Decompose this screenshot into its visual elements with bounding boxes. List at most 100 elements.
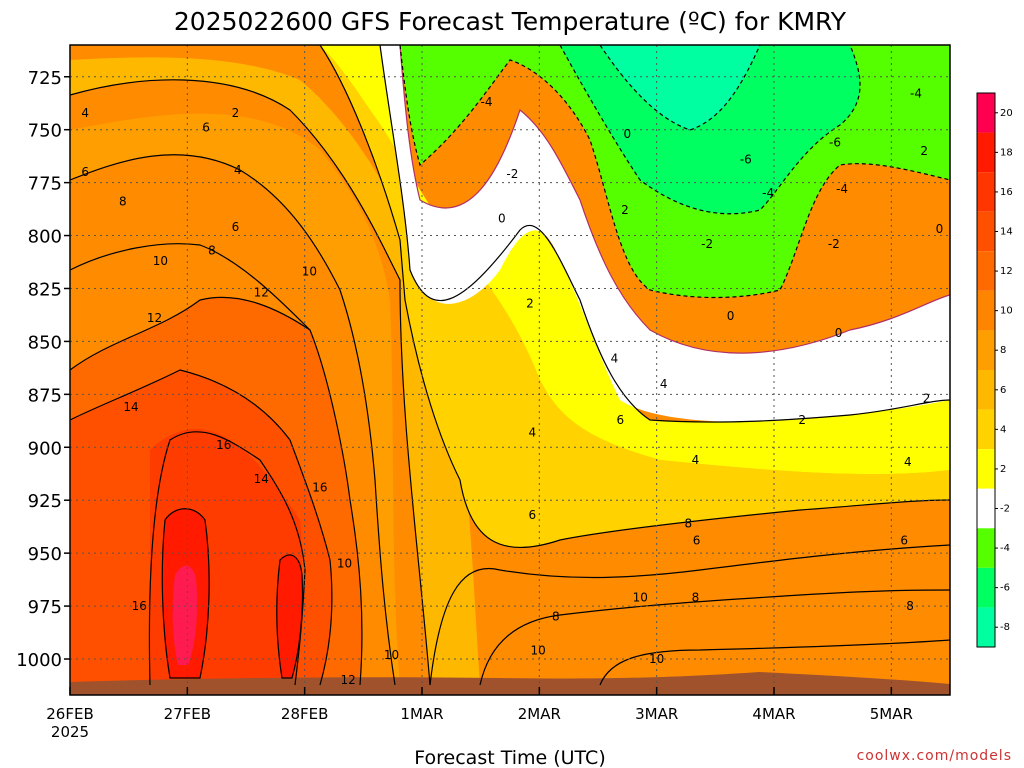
contour-label: 12 <box>340 673 355 687</box>
colorbar-label: 16 <box>1000 187 1013 198</box>
contour-line <box>399 44 951 299</box>
contour-label: 2 <box>923 392 931 406</box>
contour-label: -6 <box>829 135 841 149</box>
colorbar-label: -8 <box>1000 622 1010 633</box>
y-tick-label: 950 <box>28 544 62 565</box>
colorbar-swatch <box>977 449 995 489</box>
colorbar-swatch <box>977 93 995 133</box>
contour-label: 16 <box>216 438 231 452</box>
contour-line <box>276 554 304 679</box>
y-tick-label: 800 <box>28 227 62 248</box>
y-tick-label: 925 <box>28 491 62 512</box>
contour-label: 4 <box>904 455 912 469</box>
contour-label: 8 <box>208 243 216 257</box>
colorbar-label: 12 <box>1000 266 1013 277</box>
x-tick-label: 1MAR <box>400 705 443 723</box>
contour-labels: 24664861081012121416141616101012-4-20022… <box>81 87 943 687</box>
contour-line <box>379 44 951 423</box>
region-6c <box>70 57 480 686</box>
contour-label: 16 <box>132 599 147 613</box>
contour-label: 10 <box>337 557 352 571</box>
contour-line <box>69 154 396 686</box>
contour-label: 8 <box>119 195 127 209</box>
y-tick-label: 900 <box>28 438 62 459</box>
contour-lines <box>69 44 951 686</box>
contour-label: 4 <box>234 163 242 177</box>
colorbar-swatch <box>977 330 995 370</box>
contour-label: -4 <box>910 87 922 101</box>
contour-line <box>399 44 951 354</box>
contour-label: 0 <box>624 127 632 141</box>
contour-label: 10 <box>531 644 546 658</box>
contour-line <box>559 44 861 215</box>
contour-label: 2 <box>920 144 928 158</box>
x-tick-label: 26FEB <box>46 705 93 723</box>
colorbar-swatch <box>977 370 995 410</box>
contour-label: 2 <box>232 106 240 120</box>
x-axis-year: 2025 <box>51 723 89 741</box>
contour-line <box>599 44 761 131</box>
x-tick-label: 27FEB <box>164 705 211 723</box>
contour-label: 0 <box>727 309 735 323</box>
plot-frame <box>69 44 951 696</box>
region-neg6c <box>600 45 760 130</box>
contour-label: 10 <box>649 652 664 666</box>
region-0c <box>320 45 950 422</box>
contour-label: -2 <box>828 237 840 251</box>
y-tick-label: 825 <box>28 279 62 300</box>
contour-label: 0 <box>498 212 506 226</box>
contour-line <box>161 508 210 679</box>
colorbar-swatch <box>977 132 995 173</box>
colorbar-label: 14 <box>1000 227 1013 238</box>
contour-label: 14 <box>254 472 269 486</box>
colorbar-frame <box>976 92 996 648</box>
y-tick-label: 875 <box>28 385 62 406</box>
colorbar-swatch <box>977 409 995 450</box>
contour-label: -4 <box>762 186 774 200</box>
colorbar-label: -6 <box>1000 583 1010 594</box>
contour-label: 6 <box>81 165 89 179</box>
y-tick-label: 725 <box>28 68 62 89</box>
contour-label: 2 <box>526 296 534 310</box>
y-tick-label: 750 <box>28 121 62 142</box>
contour-line <box>69 369 333 686</box>
contour-label: 4 <box>528 425 536 439</box>
contour-line <box>319 44 951 549</box>
x-tick-label: 2MAR <box>518 705 561 723</box>
contour-line <box>69 243 363 686</box>
x-tick-label: 3MAR <box>635 705 678 723</box>
contour-label: -4 <box>836 182 848 196</box>
colorbar-swatch <box>977 211 995 252</box>
colorbar-label: 2 <box>1000 464 1006 475</box>
colorbar-swatch <box>977 607 995 647</box>
x-axis-label: Forecast Time (UTC) <box>414 747 605 768</box>
credit-text: coolwx.com/models <box>857 748 1012 764</box>
contour-label: 14 <box>123 400 138 414</box>
colorbar-swatch <box>977 290 995 331</box>
region-4c <box>70 45 950 548</box>
contour-line <box>599 639 951 686</box>
colorbar-swatch <box>977 488 995 529</box>
contour-label: 6 <box>528 508 536 522</box>
contour-label: 10 <box>384 648 399 662</box>
colorbar-label: 20 <box>1000 108 1013 119</box>
contour-label: 6 <box>616 413 624 427</box>
x-tick-label: 4MAR <box>752 705 795 723</box>
contour-label: 8 <box>685 517 693 531</box>
contour-label: 4 <box>660 377 668 391</box>
colorbar-label: 18 <box>1000 147 1013 158</box>
contour-label: 6 <box>232 220 240 234</box>
x-tick-label: 28FEB <box>281 705 328 723</box>
x-axis: 26FEB 27FEB 28FEB 1MAR 2MAR 3MAR 4MAR 5MAR <box>46 687 913 723</box>
colorbar-label: -4 <box>1000 543 1010 554</box>
contour-label: 6 <box>693 533 701 547</box>
contour-line <box>148 431 306 686</box>
contour-label: 0 <box>936 222 944 236</box>
x-tick-label: 5MAR <box>870 705 913 723</box>
contour-label: 2 <box>621 203 629 217</box>
y-tick-label: 850 <box>28 332 62 353</box>
contour-label: 8 <box>552 610 560 624</box>
y-tick-label: 975 <box>28 597 62 618</box>
temperature-field <box>70 45 950 695</box>
